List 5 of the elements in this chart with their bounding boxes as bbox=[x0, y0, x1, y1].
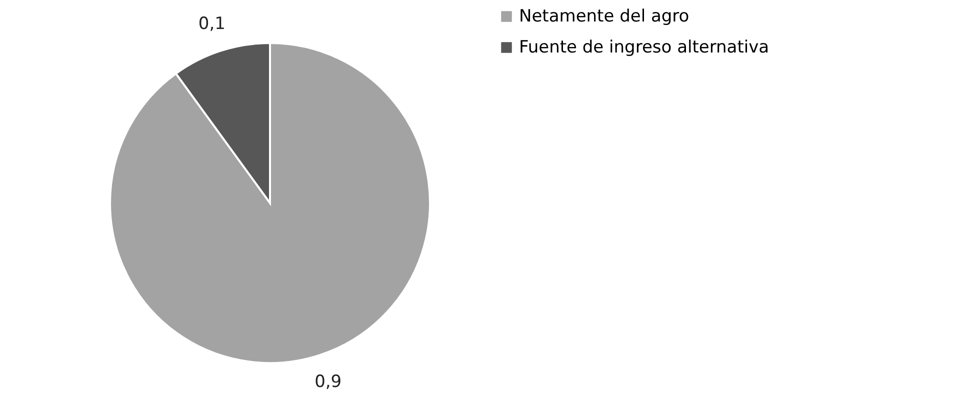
data-label: 0,9 bbox=[314, 372, 342, 392]
pie-slice bbox=[109, 42, 431, 364]
data-label: 0,1 bbox=[198, 14, 226, 34]
legend-label: Netamente del agro bbox=[519, 6, 690, 26]
legend-label: Fuente de ingreso alternativa bbox=[519, 38, 770, 58]
